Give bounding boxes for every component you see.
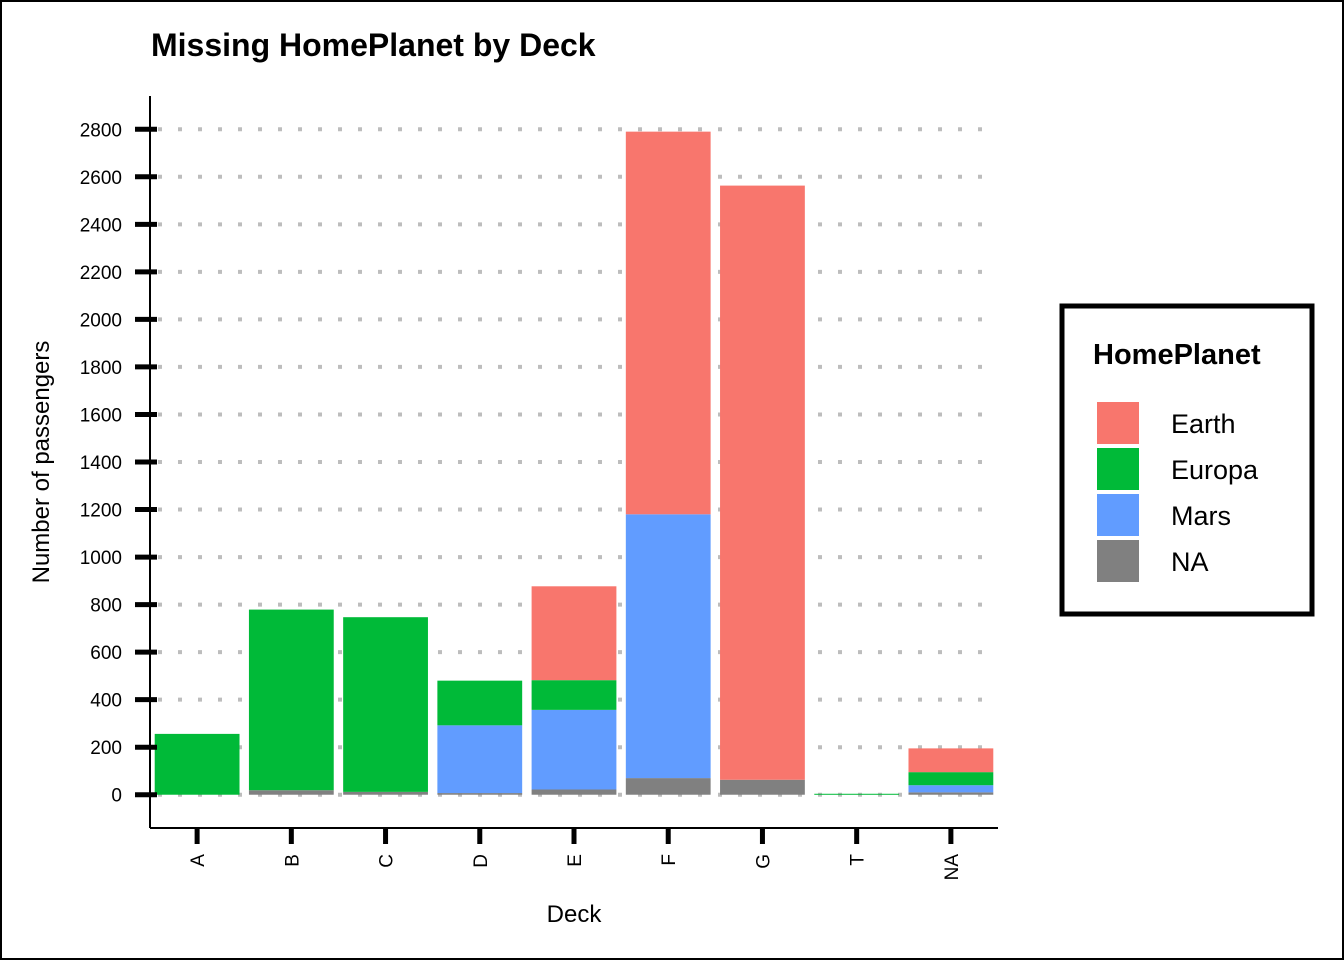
legend-swatch-mars	[1097, 494, 1139, 536]
bar-f-mars	[625, 514, 711, 779]
bar-na-mars	[908, 785, 994, 793]
legend-items: Earth Europa Mars NA	[1097, 402, 1259, 582]
bar-e-na	[531, 789, 617, 795]
legend-title: HomePlanet	[1093, 339, 1261, 371]
y-tick-label: 2600	[80, 168, 122, 189]
y-axis-ticks: 0 200 400 600 800 1000 1200 1400 1600 1800 2000 220…	[80, 120, 157, 807]
bar-f-earth	[625, 131, 711, 515]
legend-label: NA	[1171, 547, 1209, 577]
legend: HomePlanet Earth Europa Mars NA	[1059, 303, 1315, 617]
legend-swatch-na	[1097, 540, 1139, 582]
bar-d-europa	[437, 680, 523, 726]
bar-g-earth	[720, 185, 805, 780]
bars	[154, 131, 994, 795]
bar-t-europa	[814, 793, 900, 795]
x-tick-label: NA	[942, 854, 963, 881]
bar-b-europa	[248, 609, 334, 791]
x-tick-label: E	[565, 854, 586, 867]
bar-e-mars	[531, 709, 617, 790]
bar-d-na	[437, 793, 523, 795]
y-tick-label: 0	[111, 786, 122, 807]
y-tick-label: 1400	[80, 453, 122, 474]
bar-na-earth	[908, 748, 994, 773]
y-tick-label: 200	[90, 738, 122, 759]
bar-d-mars	[437, 725, 523, 794]
y-tick-label: 1000	[80, 548, 122, 569]
x-tick-label: G	[753, 854, 774, 869]
bar-b-na	[248, 790, 334, 795]
y-axis-title: Number of passengers	[28, 341, 55, 584]
x-tick-label: T	[848, 854, 869, 866]
x-tick-label: F	[659, 854, 680, 866]
bar-f-na	[625, 778, 711, 795]
legend-label: Mars	[1171, 501, 1231, 531]
bar-g-na	[720, 779, 805, 795]
x-tick-label: C	[377, 854, 398, 868]
legend-label: Earth	[1171, 409, 1236, 439]
y-tick-label: 400	[90, 691, 122, 712]
y-tick-label: 1200	[80, 501, 122, 522]
y-tick-label: 600	[90, 643, 122, 664]
y-tick-label: 800	[90, 596, 122, 617]
x-axis-ticks: A B C D E F G T NA	[188, 828, 963, 880]
legend-swatch-earth	[1097, 402, 1139, 444]
bar-na-europa	[908, 772, 994, 786]
bar-a-europa	[154, 733, 240, 795]
chart-title: Missing HomePlanet by Deck	[151, 27, 596, 63]
y-tick-label: 1800	[80, 358, 122, 379]
x-tick-label: A	[188, 854, 209, 867]
bar-na-na	[908, 792, 994, 795]
x-tick-label: B	[282, 854, 303, 867]
x-tick-label: D	[471, 854, 492, 868]
x-axis-title: Deck	[547, 901, 603, 928]
bar-e-europa	[531, 680, 617, 710]
legend-label: Europa	[1171, 455, 1259, 485]
bar-c-na	[343, 791, 428, 795]
bar-c-europa	[343, 617, 428, 792]
bar-e-earth	[531, 586, 617, 681]
y-tick-label: 2400	[80, 215, 122, 236]
y-tick-label: 2000	[80, 310, 122, 331]
y-tick-label: 2800	[80, 120, 122, 141]
y-tick-label: 1600	[80, 405, 122, 426]
legend-swatch-europa	[1097, 448, 1139, 490]
y-tick-label: 2200	[80, 263, 122, 284]
